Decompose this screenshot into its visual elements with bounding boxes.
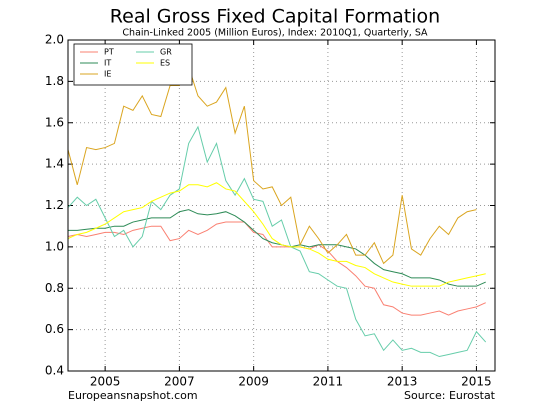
y-tick-label: 0.6 — [45, 322, 64, 336]
series-line — [67, 65, 477, 265]
y-tick-label: 1.6 — [45, 115, 64, 129]
chart-title: Real Gross Fixed Capital Formation — [110, 6, 440, 28]
y-tick-label: 1.2 — [45, 198, 64, 212]
legend-box — [73, 43, 193, 86]
legend-label: PT — [104, 48, 114, 57]
x-tick-label: 2015 — [461, 375, 492, 389]
y-tick-label: 1.8 — [45, 74, 64, 88]
legend-label: ES — [160, 59, 170, 68]
legend-label: IE — [104, 70, 111, 79]
legend-label: GR — [160, 48, 172, 57]
plot-frame — [67, 39, 496, 372]
y-tick-label: 1.4 — [45, 157, 64, 171]
footer-left: Europeansnapshot.com — [68, 389, 198, 402]
series-line — [67, 125, 487, 358]
y-tick-label: 0.4 — [45, 364, 64, 378]
series-line — [68, 209, 486, 287]
x-tick-label: 2007 — [164, 375, 195, 389]
legend-label: IT — [104, 59, 111, 68]
y-tick-label: 0.8 — [45, 281, 64, 295]
y-tick-label: 2.0 — [45, 33, 64, 47]
chart-subtitle: Chain-Linked 2005 (Million Euros), Index… — [122, 28, 428, 39]
x-tick-label: 2009 — [238, 375, 269, 389]
x-tick-label: 2005 — [90, 375, 121, 389]
x-tick-label: 2011 — [313, 375, 344, 389]
x-tick-label: 2013 — [387, 375, 418, 389]
series-line — [67, 221, 486, 316]
series-line — [67, 182, 486, 287]
y-tick-label: 1.0 — [45, 239, 64, 253]
footer-right: Source: Eurostat — [404, 389, 496, 402]
